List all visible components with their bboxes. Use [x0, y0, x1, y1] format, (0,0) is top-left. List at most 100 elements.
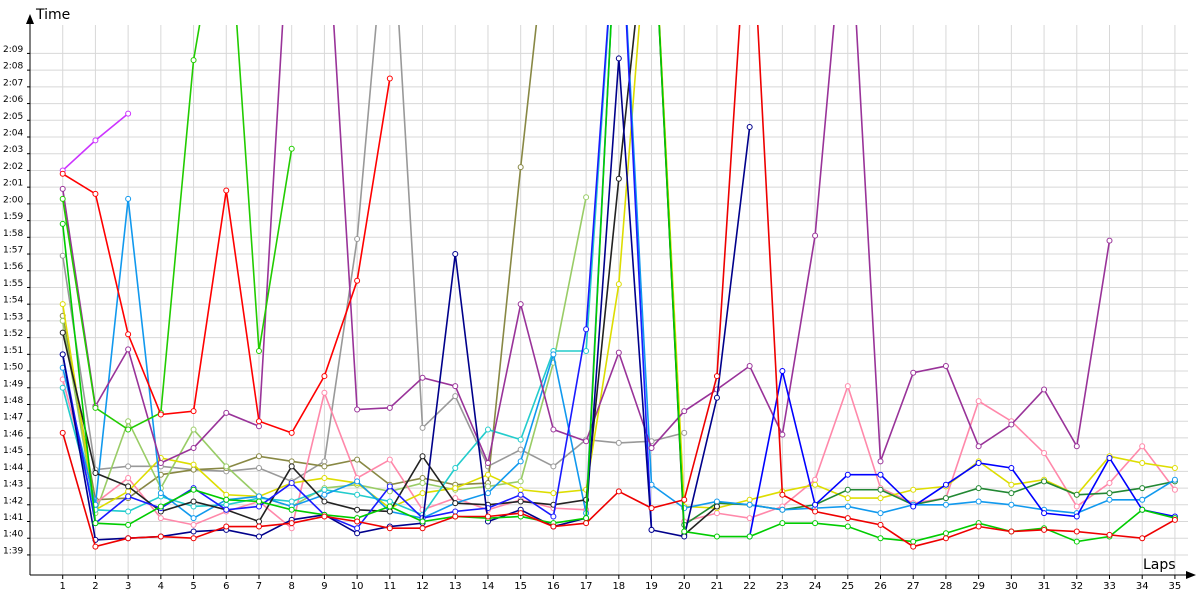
- data-point: [615, 488, 622, 495]
- data-point: [844, 383, 851, 390]
- data-point: [157, 459, 164, 466]
- data-point: [1008, 501, 1015, 508]
- data-point: [910, 486, 917, 493]
- x-tick-label: 25: [841, 581, 854, 592]
- x-tick-label: 14: [482, 581, 495, 592]
- y-tick-label: 1:56: [3, 262, 23, 272]
- data-point: [1041, 526, 1048, 533]
- data-point: [386, 525, 393, 532]
- data-point: [386, 498, 393, 505]
- data-point: [223, 463, 230, 470]
- data-point: [779, 506, 786, 513]
- x-tick-label: 19: [645, 581, 658, 592]
- data-point: [59, 252, 66, 259]
- data-point: [942, 535, 949, 542]
- data-point: [910, 543, 917, 550]
- data-point: [844, 503, 851, 510]
- data-point: [255, 498, 262, 505]
- data-point: [1008, 421, 1015, 428]
- data-point: [1073, 538, 1080, 545]
- x-tick-label: 28: [940, 581, 953, 592]
- data-point: [288, 480, 295, 487]
- y-tick-label: 1:47: [3, 413, 23, 423]
- data-point: [354, 456, 361, 463]
- data-point: [190, 515, 197, 522]
- data-point: [354, 530, 361, 537]
- data-point: [190, 535, 197, 542]
- data-point: [157, 515, 164, 522]
- data-point: [190, 498, 197, 505]
- x-tick-label: 29: [972, 581, 985, 592]
- data-point: [157, 490, 164, 497]
- data-point: [1139, 535, 1146, 542]
- y-axis-arrow: [26, 14, 34, 24]
- data-point: [125, 508, 132, 515]
- data-point: [1171, 516, 1178, 523]
- data-point: [125, 110, 132, 117]
- data-point: [223, 501, 230, 508]
- y-tick-label: 2:04: [3, 129, 23, 139]
- data-point: [354, 277, 361, 284]
- data-point: [812, 476, 819, 483]
- x-tick-label: 8: [289, 581, 295, 592]
- data-point: [517, 498, 524, 505]
- data-point: [1008, 481, 1015, 488]
- data-point: [1073, 443, 1080, 450]
- x-tick-label: 10: [351, 581, 364, 592]
- data-point: [844, 495, 851, 502]
- data-point: [288, 463, 295, 470]
- data-point: [517, 486, 524, 493]
- series-line: [61, 25, 610, 516]
- data-point: [517, 301, 524, 308]
- data-point: [223, 506, 230, 513]
- data-point: [157, 503, 164, 510]
- y-tick-label: 1:49: [3, 379, 23, 389]
- data-point: [223, 496, 230, 503]
- data-point: [125, 488, 132, 495]
- data-point: [812, 508, 819, 515]
- x-tick-label: 11: [383, 581, 396, 592]
- data-point: [223, 491, 230, 498]
- x-tick-label: 5: [190, 581, 196, 592]
- data-point: [125, 426, 132, 433]
- y-tick-label: 1:58: [3, 229, 23, 239]
- data-point: [1139, 443, 1146, 450]
- data-point: [1008, 490, 1015, 497]
- data-point: [190, 503, 197, 510]
- data-point: [223, 409, 230, 416]
- data-point: [1041, 510, 1048, 517]
- data-point: [975, 498, 982, 505]
- data-point: [779, 520, 786, 527]
- data-point: [779, 431, 786, 438]
- data-point: [255, 533, 262, 540]
- data-point: [386, 75, 393, 82]
- data-point: [812, 232, 819, 239]
- data-point: [157, 533, 164, 540]
- data-point: [92, 404, 99, 411]
- data-point: [975, 459, 982, 466]
- series-line: [61, 25, 1176, 520]
- data-point: [713, 503, 720, 510]
- data-point: [321, 513, 328, 520]
- data-point: [942, 495, 949, 502]
- data-point: [419, 480, 426, 487]
- data-point: [125, 195, 132, 202]
- data-point: [975, 443, 982, 450]
- data-point: [844, 523, 851, 530]
- data-point: [288, 145, 295, 152]
- data-point: [1106, 531, 1113, 538]
- data-point: [386, 503, 393, 510]
- data-point: [844, 471, 851, 478]
- data-point: [1106, 496, 1113, 503]
- data-point: [288, 458, 295, 465]
- y-tick-label: 1:51: [3, 346, 23, 356]
- y-axis-title: Time: [35, 7, 70, 23]
- y-tick-label: 1:40: [3, 530, 23, 540]
- data-point: [354, 491, 361, 498]
- data-point: [583, 347, 590, 354]
- x-tick-label: 12: [416, 581, 429, 592]
- data-point: [877, 486, 884, 493]
- data-point: [779, 491, 786, 498]
- x-tick-label: 21: [711, 581, 724, 592]
- data-point: [59, 195, 66, 202]
